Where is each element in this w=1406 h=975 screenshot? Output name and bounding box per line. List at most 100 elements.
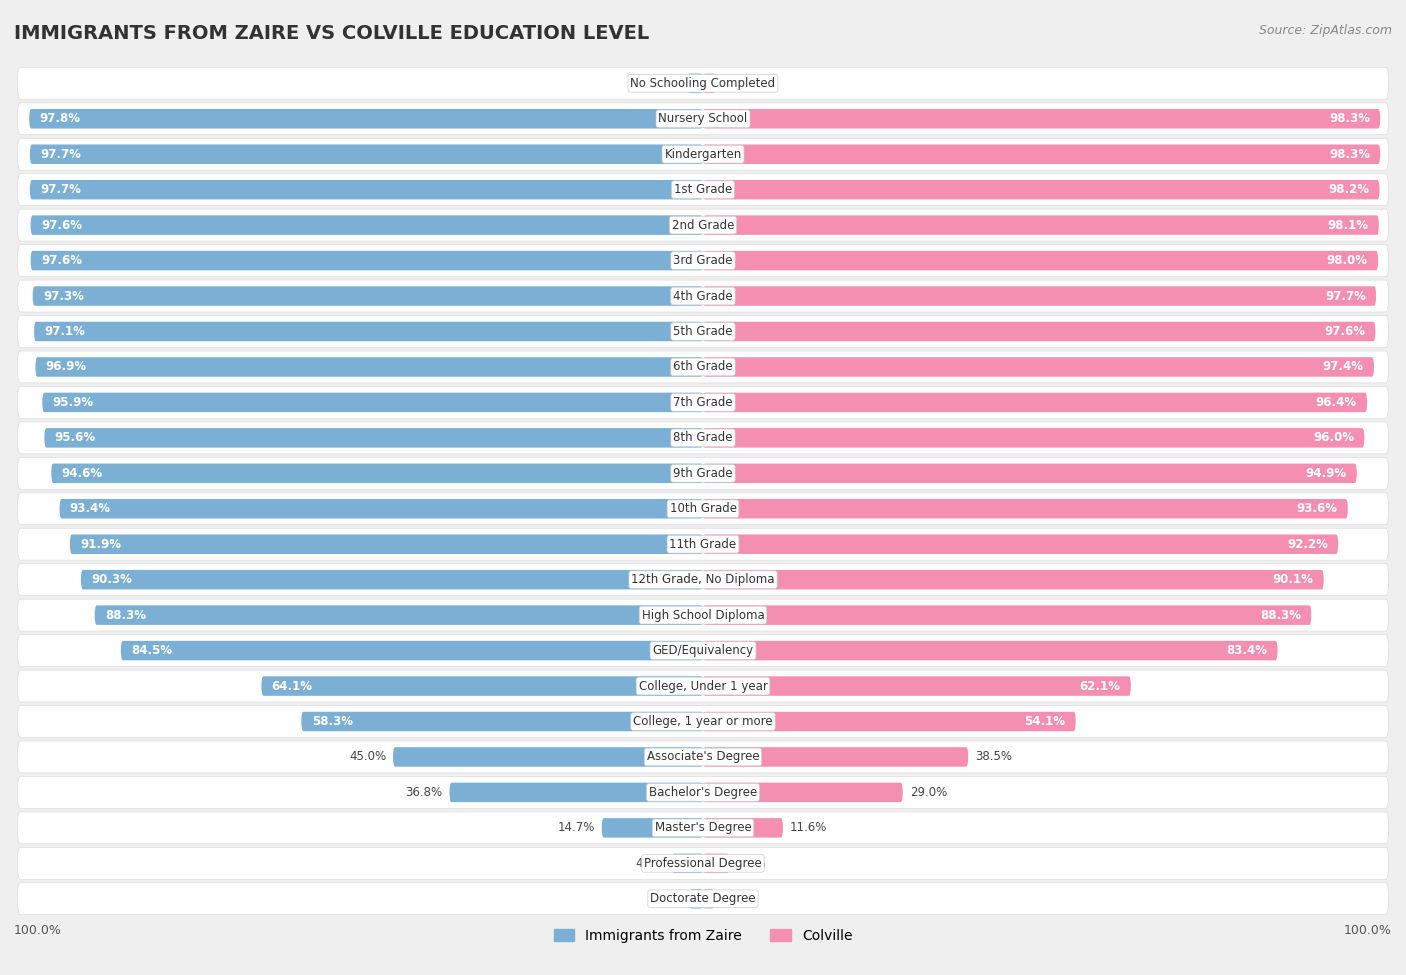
Text: 4th Grade: 4th Grade [673,290,733,302]
FancyBboxPatch shape [17,528,1389,561]
FancyBboxPatch shape [703,215,1379,235]
Text: 58.3%: 58.3% [312,715,353,728]
Text: 6th Grade: 6th Grade [673,361,733,373]
Text: 2nd Grade: 2nd Grade [672,218,734,232]
FancyBboxPatch shape [17,67,1389,99]
Text: 84.5%: 84.5% [131,644,173,657]
Text: Nursery School: Nursery School [658,112,748,125]
FancyBboxPatch shape [17,457,1389,489]
FancyBboxPatch shape [17,280,1389,312]
FancyBboxPatch shape [70,534,703,554]
Legend: Immigrants from Zaire, Colville: Immigrants from Zaire, Colville [548,923,858,948]
Text: 92.2%: 92.2% [1286,538,1327,551]
FancyBboxPatch shape [17,670,1389,702]
Text: 54.1%: 54.1% [1025,715,1066,728]
FancyBboxPatch shape [703,73,716,93]
Text: 96.4%: 96.4% [1316,396,1357,409]
Text: 1.6%: 1.6% [721,892,751,905]
FancyBboxPatch shape [17,706,1389,737]
Text: 97.8%: 97.8% [39,112,80,125]
Text: 93.4%: 93.4% [70,502,111,515]
Text: 11.6%: 11.6% [790,821,827,835]
Text: 2.3%: 2.3% [651,77,681,90]
Text: 14.7%: 14.7% [557,821,595,835]
FancyBboxPatch shape [17,102,1389,135]
FancyBboxPatch shape [17,776,1389,808]
Text: 1st Grade: 1st Grade [673,183,733,196]
Text: 38.5%: 38.5% [976,751,1012,763]
FancyBboxPatch shape [17,882,1389,915]
FancyBboxPatch shape [703,605,1312,625]
FancyBboxPatch shape [30,109,703,129]
Text: 10th Grade: 10th Grade [669,502,737,515]
Text: 97.6%: 97.6% [41,218,82,232]
FancyBboxPatch shape [703,144,1381,164]
FancyBboxPatch shape [17,245,1389,277]
FancyBboxPatch shape [17,635,1389,667]
Text: 97.6%: 97.6% [1324,325,1365,338]
Text: College, Under 1 year: College, Under 1 year [638,680,768,692]
Text: 8th Grade: 8th Grade [673,431,733,445]
Text: 98.3%: 98.3% [1329,148,1369,161]
FancyBboxPatch shape [703,251,1378,270]
FancyBboxPatch shape [82,570,703,590]
Text: 64.1%: 64.1% [271,680,312,692]
Text: 90.1%: 90.1% [1272,573,1313,586]
FancyBboxPatch shape [703,712,1076,731]
FancyBboxPatch shape [30,144,703,164]
Text: 5th Grade: 5th Grade [673,325,733,338]
Text: Source: ZipAtlas.com: Source: ZipAtlas.com [1258,24,1392,37]
Text: 11th Grade: 11th Grade [669,538,737,551]
FancyBboxPatch shape [703,322,1375,341]
FancyBboxPatch shape [94,605,703,625]
Text: 1.9%: 1.9% [723,77,752,90]
FancyBboxPatch shape [301,712,703,731]
FancyBboxPatch shape [703,853,730,873]
FancyBboxPatch shape [31,251,703,270]
FancyBboxPatch shape [703,180,1379,200]
Text: 9th Grade: 9th Grade [673,467,733,480]
Text: 4.5%: 4.5% [636,857,665,870]
FancyBboxPatch shape [17,386,1389,418]
FancyBboxPatch shape [688,73,703,93]
Text: High School Diploma: High School Diploma [641,608,765,622]
Text: 97.6%: 97.6% [41,254,82,267]
FancyBboxPatch shape [703,747,969,766]
FancyBboxPatch shape [703,641,1278,660]
Text: 97.3%: 97.3% [44,290,84,302]
FancyBboxPatch shape [17,422,1389,453]
Text: Professional Degree: Professional Degree [644,857,762,870]
Text: 90.3%: 90.3% [91,573,132,586]
FancyBboxPatch shape [35,357,703,376]
FancyBboxPatch shape [703,428,1364,448]
FancyBboxPatch shape [17,564,1389,596]
Text: 95.9%: 95.9% [52,396,94,409]
Text: 96.0%: 96.0% [1313,431,1354,445]
FancyBboxPatch shape [45,428,703,448]
FancyBboxPatch shape [31,215,703,235]
FancyBboxPatch shape [450,783,703,802]
Text: IMMIGRANTS FROM ZAIRE VS COLVILLE EDUCATION LEVEL: IMMIGRANTS FROM ZAIRE VS COLVILLE EDUCAT… [14,24,650,43]
FancyBboxPatch shape [42,393,703,412]
Text: 93.6%: 93.6% [1296,502,1337,515]
Text: 98.0%: 98.0% [1327,254,1368,267]
FancyBboxPatch shape [703,463,1357,483]
Text: No Schooling Completed: No Schooling Completed [630,77,776,90]
Text: 96.9%: 96.9% [46,361,87,373]
Text: 36.8%: 36.8% [405,786,443,799]
FancyBboxPatch shape [703,889,714,909]
Text: 97.4%: 97.4% [1323,361,1364,373]
Text: 98.1%: 98.1% [1327,218,1368,232]
FancyBboxPatch shape [703,783,903,802]
Text: 94.6%: 94.6% [62,467,103,480]
FancyBboxPatch shape [703,499,1348,519]
FancyBboxPatch shape [17,316,1389,347]
FancyBboxPatch shape [17,351,1389,383]
Text: 29.0%: 29.0% [910,786,946,799]
FancyBboxPatch shape [17,174,1389,206]
Text: 97.7%: 97.7% [41,183,82,196]
FancyBboxPatch shape [703,357,1374,376]
FancyBboxPatch shape [703,109,1381,129]
Text: 45.0%: 45.0% [349,751,387,763]
Text: 3.8%: 3.8% [737,857,766,870]
